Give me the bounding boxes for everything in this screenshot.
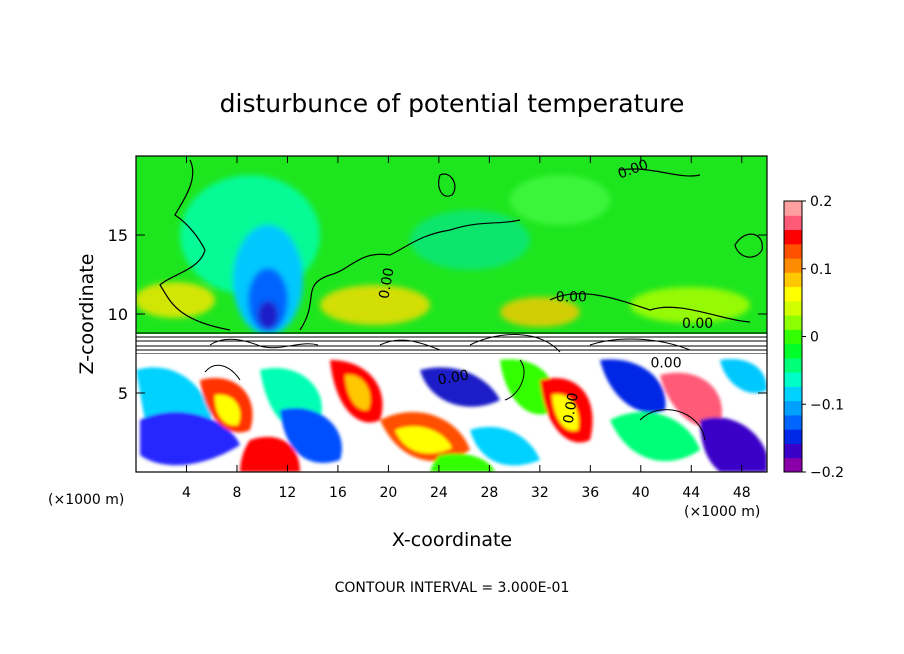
colorbar-swatch — [784, 457, 802, 473]
contour-labels: 0.000.000.000.000.000.000.00 — [376, 157, 713, 425]
colorbar-swatch — [784, 229, 802, 245]
contour-label: 0.00 — [556, 289, 587, 305]
y-tick-label: 15 — [108, 226, 128, 245]
chart-title: disturbunce of potential temperature — [220, 89, 685, 118]
colorbar-swatch — [784, 372, 802, 387]
colorbar-swatch — [784, 243, 802, 259]
contour-interval-footer: CONTOUR INTERVAL = 3.000E-01 — [335, 580, 570, 596]
colorbar-swatch — [784, 329, 802, 345]
x-tick-label: 40 — [632, 485, 650, 501]
colorbar: 0.2 0.1 0 −0.1 −0.2 — [783, 194, 844, 481]
contour-label: 0.00 — [561, 391, 582, 424]
colorbar-swatch — [784, 400, 802, 416]
x-tick-label: 32 — [531, 485, 549, 501]
colorbar-swatch — [784, 215, 802, 231]
colorbar-swatch — [784, 343, 802, 359]
x-tick-label: 48 — [733, 485, 751, 501]
colorbar-tick-label: 0.1 — [810, 262, 832, 278]
colorbar-swatch — [784, 414, 802, 430]
x-tick-label: 20 — [379, 485, 397, 501]
upper-plume — [136, 175, 750, 335]
colorbar-swatch — [784, 443, 802, 459]
colorbar-tick-label: −0.1 — [810, 397, 844, 413]
x-tick-label: 44 — [682, 485, 700, 501]
colorbar-swatch — [784, 272, 802, 288]
contour-label: 0.00 — [650, 356, 681, 372]
upper-contours — [159, 159, 763, 331]
y-tick-label: 5 — [118, 384, 128, 403]
colorbar-tick-label: 0 — [810, 330, 819, 346]
y-axis: 5 10 15 — [108, 226, 767, 403]
colorbar-swatch — [784, 429, 802, 444]
colorbar-swatch — [784, 201, 802, 216]
x-tick-label: 36 — [581, 485, 599, 501]
x-unit-label-right: (×1000 m) — [684, 504, 760, 520]
contour-label: 0.00 — [682, 316, 713, 332]
colorbar-swatch — [784, 258, 802, 273]
colorbar-swatch — [784, 357, 802, 373]
x-tick-label: 28 — [480, 485, 498, 501]
x-axis: 4 8 12 16 20 24 28 32 36 40 44 48 — [182, 156, 751, 501]
stable-layer — [136, 334, 767, 354]
lower-contours — [204, 334, 706, 441]
x-tick-label: 12 — [279, 485, 297, 501]
x-axis-label: X-coordinate — [392, 529, 512, 551]
colorbar-swatch — [784, 300, 802, 316]
colorbar-tick-label: −0.2 — [810, 465, 844, 481]
x-tick-label: 16 — [329, 485, 347, 501]
y-tick-label: 10 — [108, 305, 128, 324]
colorbar-swatch — [784, 315, 802, 330]
plot-area — [136, 156, 767, 472]
colorbar-swatch — [784, 286, 802, 302]
x-tick-label: 4 — [182, 485, 191, 501]
y-axis-label: Z-coordinate — [76, 254, 98, 375]
colorbar-swatch — [784, 386, 802, 402]
x-tick-label: 24 — [430, 485, 448, 501]
x-tick-label: 8 — [232, 485, 241, 501]
x-unit-label-left: (×1000 m) — [48, 492, 124, 508]
lower-eddies — [136, 359, 767, 472]
contour-label: 0.00 — [376, 267, 397, 300]
contour-label: 0.00 — [437, 367, 470, 388]
colorbar-tick-label: 0.2 — [810, 194, 832, 210]
